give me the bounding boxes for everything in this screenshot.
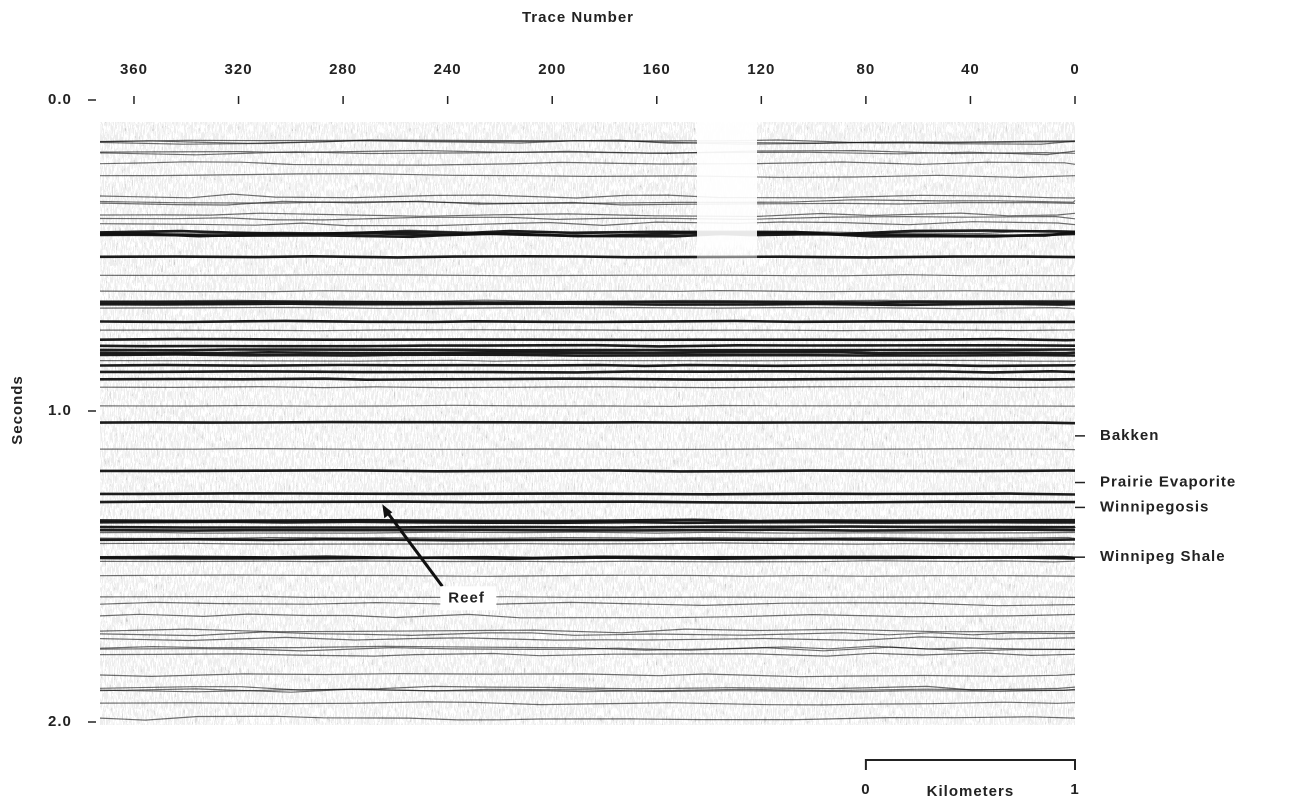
reflector <box>100 369 1076 374</box>
reflector <box>99 520 1076 525</box>
reflector <box>99 536 1076 540</box>
reflector <box>99 560 1076 563</box>
reflector <box>99 343 1076 348</box>
reef-arrow-head <box>382 504 393 519</box>
y-tick-label: 0.0 <box>48 91 72 108</box>
reflector <box>99 468 1076 473</box>
reflector <box>100 329 1076 332</box>
reflector <box>99 385 1076 389</box>
reflector <box>99 672 1076 678</box>
reflector <box>99 542 1075 545</box>
reflector <box>99 701 1076 706</box>
y-axis-label: Seconds <box>9 375 26 445</box>
reflector <box>99 631 1076 637</box>
reflector <box>99 302 1076 307</box>
reflector <box>99 274 1076 277</box>
horizon-label: Winnipegosis <box>1100 498 1209 515</box>
reflector <box>99 149 1076 155</box>
reflector <box>99 337 1076 342</box>
reflector <box>99 646 1076 652</box>
reflector <box>99 359 1076 362</box>
reflector <box>100 492 1076 496</box>
reflector <box>99 173 1076 179</box>
reflector <box>99 212 1076 218</box>
y-tick-label: 2.0 <box>48 713 72 730</box>
reflector <box>99 636 1076 642</box>
reflector <box>99 289 1075 293</box>
scale-bar-tick-label: 1 <box>1070 781 1079 798</box>
reflector <box>99 688 1076 693</box>
x-tick-label: 40 <box>961 61 980 78</box>
reflector <box>99 555 1076 560</box>
reflector <box>99 350 1076 355</box>
reflector <box>99 353 1076 357</box>
x-tick-label: 200 <box>538 61 566 78</box>
scale-bar-tick-label: 0 <box>861 781 870 798</box>
x-tick-label: 160 <box>643 61 671 78</box>
reflector <box>99 231 1076 238</box>
reflector <box>99 595 1076 599</box>
x-tick-label: 360 <box>120 61 148 78</box>
reflector <box>99 601 1076 607</box>
horizon-label: Prairie Evaporite <box>1100 473 1236 490</box>
data-gap <box>697 100 757 270</box>
reflector <box>99 377 1076 382</box>
reflector <box>99 200 1076 206</box>
reflectors <box>99 139 1077 721</box>
reflector <box>99 254 1076 259</box>
reflector <box>99 531 1076 534</box>
reflector <box>99 537 1076 542</box>
horizon-label: Winnipeg Shale <box>1100 548 1226 565</box>
reflector <box>99 528 1076 532</box>
reflector <box>99 306 1076 310</box>
x-tick-label: 120 <box>747 61 775 78</box>
reflector <box>99 199 1076 204</box>
reflector <box>99 193 1076 199</box>
scale-bar-label: Kilometers <box>927 783 1015 800</box>
reflector <box>99 319 1076 324</box>
reflector <box>99 574 1076 577</box>
reflector <box>99 215 1076 221</box>
reflector <box>99 525 1076 529</box>
reflector <box>99 404 1075 408</box>
reflector <box>99 140 1076 145</box>
x-tick-label: 240 <box>434 61 462 78</box>
reflector <box>99 500 1076 505</box>
reflector <box>99 645 1076 651</box>
reflector <box>99 447 1076 451</box>
reflector <box>99 613 1076 619</box>
x-tick-label: 80 <box>857 61 876 78</box>
reflector <box>99 518 1075 523</box>
x-tick-label: 280 <box>329 61 357 78</box>
reef-arrow <box>386 511 444 588</box>
reflector <box>99 685 1076 691</box>
reflector <box>99 348 1076 352</box>
reflector <box>99 628 1075 634</box>
horizon-label: Bakken <box>1100 427 1159 444</box>
reflector <box>99 652 1076 657</box>
reflector <box>99 161 1076 166</box>
x-tick-label: 0 <box>1070 61 1079 78</box>
reflector <box>99 715 1076 721</box>
reflector <box>99 221 1076 227</box>
reflector <box>99 363 1077 368</box>
x-axis-label: Trace Number <box>522 9 634 26</box>
x-tick-label: 320 <box>225 61 253 78</box>
reef-label-bg <box>440 586 497 611</box>
reef-label: Reef <box>448 589 485 606</box>
reflector <box>99 139 1076 144</box>
y-tick-label: 1.0 <box>48 402 72 419</box>
reflector <box>99 420 1076 425</box>
reflector <box>100 300 1076 304</box>
